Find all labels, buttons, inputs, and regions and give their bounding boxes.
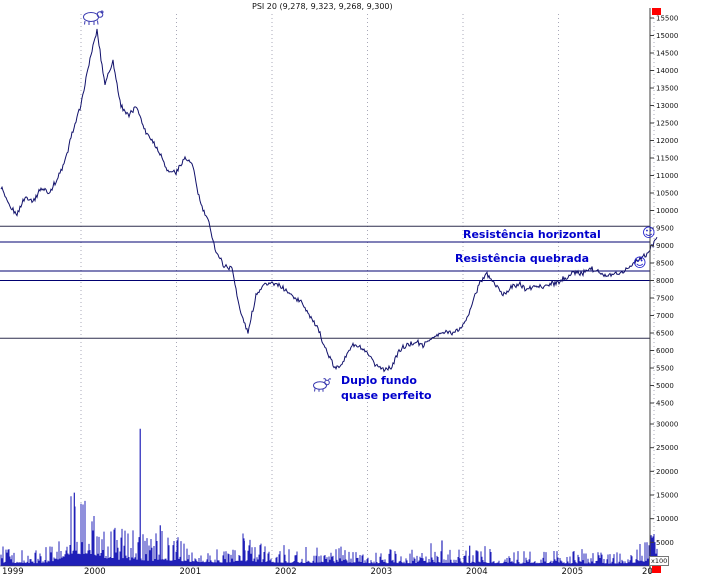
svg-text:10500: 10500 (656, 190, 678, 198)
annotation-duplo-fundo-line2: quase perfeito (341, 389, 432, 402)
scrollbar-marker-bottom-icon[interactable] (652, 566, 661, 573)
scrollbar-marker-top-icon[interactable] (652, 8, 661, 15)
svg-text:8000: 8000 (656, 277, 674, 285)
svg-text:6000: 6000 (656, 347, 674, 355)
svg-text:2004: 2004 (466, 567, 488, 577)
svg-text:8500: 8500 (656, 260, 674, 268)
smiley-icon[interactable]: ☺ (642, 226, 656, 241)
svg-text:13500: 13500 (656, 85, 678, 93)
svg-text:12000: 12000 (656, 137, 678, 145)
svg-text:30000: 30000 (656, 421, 678, 429)
svg-text:11000: 11000 (656, 172, 678, 180)
volume-unit-label: x100 (649, 556, 670, 566)
svg-text:15000: 15000 (656, 492, 678, 500)
svg-text:11500: 11500 (656, 155, 678, 163)
annotation-resistencia-horizontal: Resistência horizontal (463, 228, 601, 241)
svg-text:20000: 20000 (656, 468, 678, 476)
svg-text:5000: 5000 (656, 539, 674, 547)
svg-text:7000: 7000 (656, 312, 674, 320)
svg-text:2005: 2005 (562, 567, 584, 577)
svg-text:15500: 15500 (656, 15, 678, 23)
svg-text:2003: 2003 (371, 567, 393, 577)
svg-text:25000: 25000 (656, 444, 678, 452)
chart-title: PSI 20 (9,278, 9,323, 9,268, 9,300) (252, 2, 393, 11)
svg-text:2001: 2001 (180, 567, 202, 577)
bull-icon[interactable] (311, 377, 332, 396)
svg-text:14500: 14500 (656, 50, 678, 58)
svg-text:5000: 5000 (656, 382, 674, 390)
svg-text:10000: 10000 (656, 515, 678, 523)
svg-text:20: 20 (642, 567, 653, 577)
bear-icon[interactable] (80, 9, 106, 30)
svg-text:4500: 4500 (656, 400, 674, 408)
svg-text:13000: 13000 (656, 102, 678, 110)
svg-text:14000: 14000 (656, 67, 678, 75)
smiley-icon[interactable]: ☺ (633, 256, 647, 271)
svg-text:2000: 2000 (84, 567, 106, 577)
svg-text:9000: 9000 (656, 242, 674, 250)
svg-text:10000: 10000 (656, 207, 678, 215)
svg-text:7500: 7500 (656, 295, 674, 303)
svg-text:5500: 5500 (656, 365, 674, 373)
svg-text:12500: 12500 (656, 120, 678, 128)
svg-text:1999: 1999 (2, 567, 24, 577)
svg-text:6500: 6500 (656, 330, 674, 338)
svg-text:15000: 15000 (656, 32, 678, 40)
svg-text:9500: 9500 (656, 225, 674, 233)
annotation-resistencia-quebrada: Resistência quebrada (455, 252, 590, 265)
annotation-duplo-fundo-line1: Duplo fundo (341, 374, 417, 387)
svg-text:2002: 2002 (275, 567, 297, 577)
